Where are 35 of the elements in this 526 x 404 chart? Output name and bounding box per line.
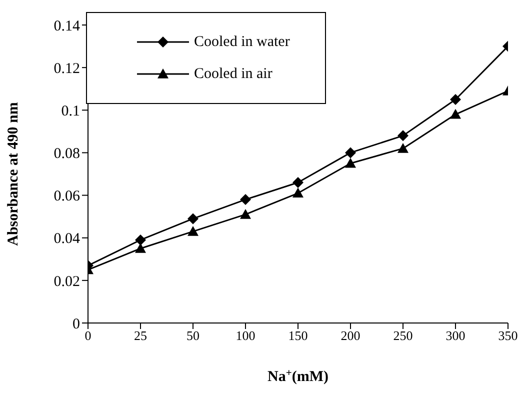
point [398, 142, 408, 153]
x-tick-label: 350 [498, 328, 518, 344]
point [450, 94, 461, 105]
x-tick-label: 250 [393, 328, 413, 344]
y-tick-label: 0.04 [54, 231, 80, 248]
x-tick-label: 150 [288, 328, 308, 344]
x-axis-title: Na$^{+}$(mM) [268, 368, 328, 385]
y-tick-label: 0.08 [54, 146, 80, 162]
y-tick-label: 0.14 [54, 18, 80, 34]
x-tick-label: 300 [446, 328, 466, 344]
point [345, 147, 356, 158]
point [240, 194, 251, 206]
point [135, 243, 146, 253]
y-tick-label: 0 [72, 316, 80, 332]
point [188, 213, 198, 224]
point [292, 177, 304, 188]
legend-label: Cooled in air [194, 66, 272, 82]
x-tick-label: 100 [236, 328, 256, 344]
x-tick-label: 25 [134, 328, 147, 344]
point [398, 130, 408, 142]
point [345, 158, 356, 168]
point [240, 208, 251, 219]
x-tick-label: 0 [84, 328, 92, 344]
y-tick-label: 0.06 [54, 188, 80, 205]
legend-label: Cooled in water [194, 34, 290, 50]
y-tick-label: 0.1 [61, 103, 80, 120]
point [188, 226, 198, 236]
x-tick-label: 50 [186, 328, 200, 344]
y-tick-label: 0.02 [54, 274, 80, 290]
point [450, 108, 461, 119]
point [135, 234, 146, 246]
y-tick-label: 0.12 [54, 60, 80, 77]
x-tick-label: 200 [340, 328, 360, 344]
y-axis-title: Absorbance at 490 nm [5, 102, 22, 246]
point [292, 188, 304, 198]
